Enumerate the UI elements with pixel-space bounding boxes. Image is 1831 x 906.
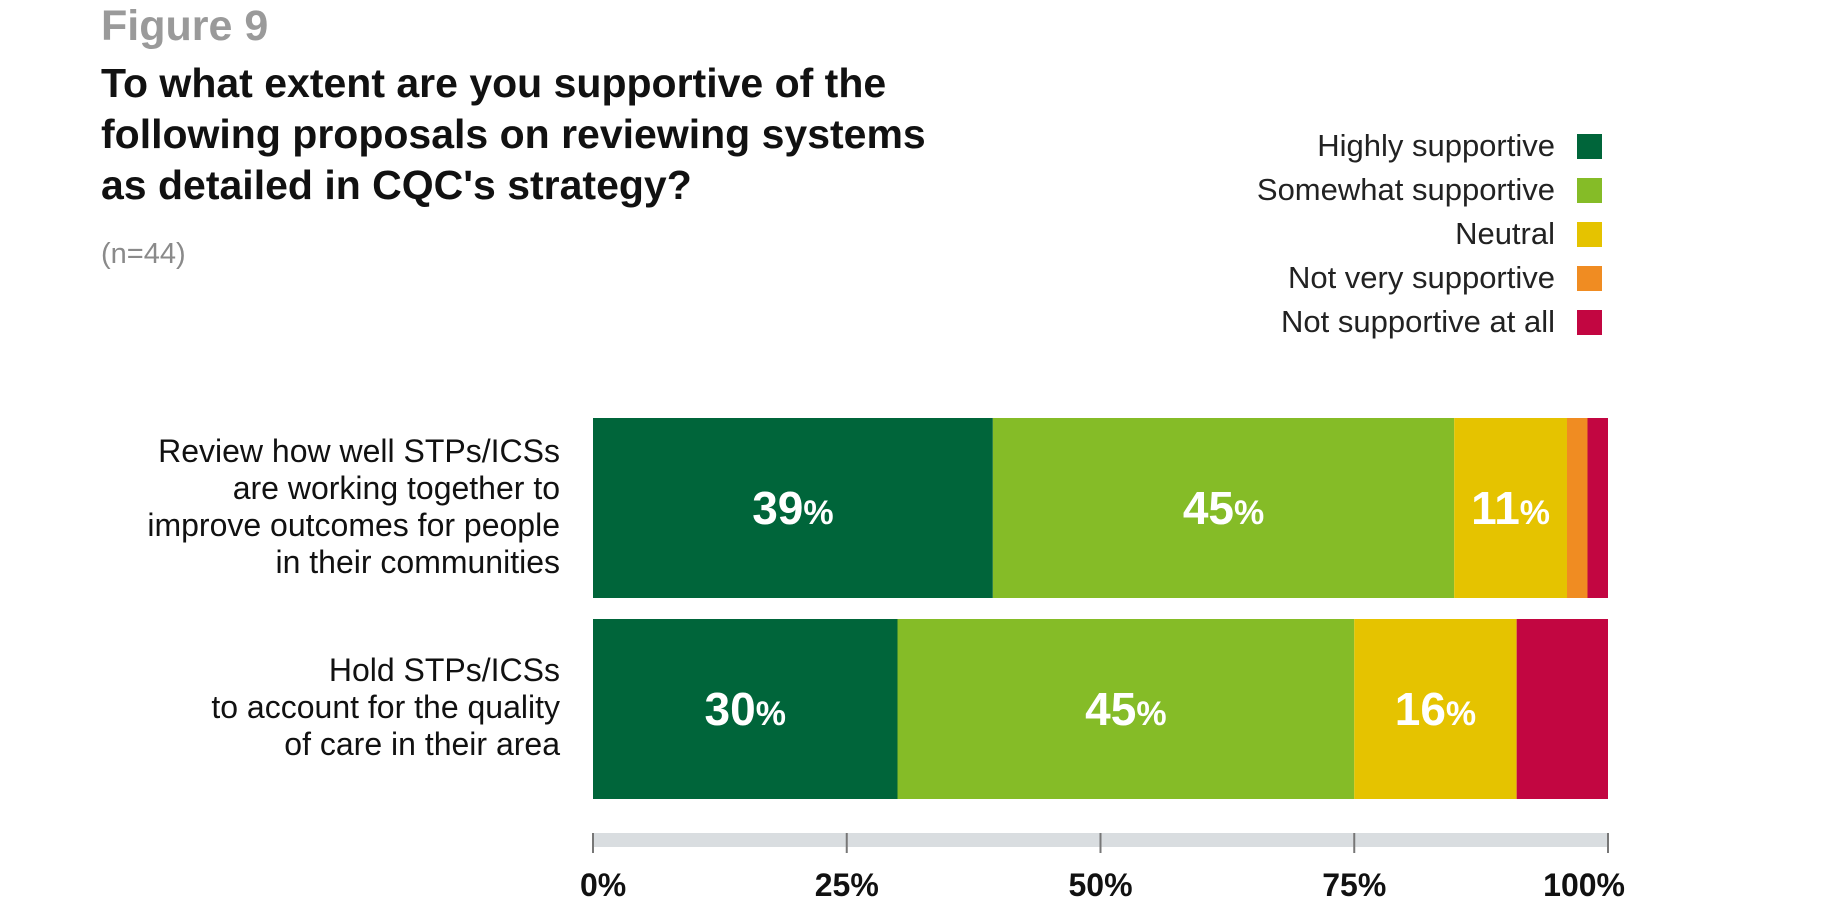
bar-segment: [1566, 418, 1588, 598]
data-label: 39%: [752, 482, 833, 534]
x-tick-label: 25%: [815, 867, 879, 903]
title-line: as detailed in CQC's strategy?: [101, 162, 692, 208]
bar-segment: [593, 418, 993, 598]
x-tick-label: 75%: [1322, 867, 1386, 903]
legend-label: Neutral: [1455, 216, 1555, 251]
data-label: 11%: [1471, 482, 1550, 534]
legend-swatch: [1577, 265, 1602, 291]
data-label: 30%: [705, 683, 786, 735]
legend-swatch: [1577, 221, 1602, 247]
legend-item: Neutral: [1257, 212, 1602, 256]
legend-swatch: [1577, 177, 1602, 203]
legend-label: Somewhat supportive: [1256, 172, 1555, 207]
legend-item: Highly supportive: [1257, 124, 1602, 168]
bar-segment: [1516, 619, 1608, 799]
legend-label: Not supportive at all: [1281, 304, 1555, 339]
x-tick-label: 50%: [1068, 867, 1132, 903]
category-label-line: improve outcomes for people: [147, 507, 560, 543]
legend-swatch: [1577, 133, 1602, 159]
title-line: To what extent are you supportive of the: [101, 60, 887, 106]
legend-swatch: [1577, 309, 1602, 335]
category-label-line: to account for the quality: [211, 689, 560, 725]
bar-segment: [1587, 418, 1608, 598]
category-label-line: of care in their area: [284, 726, 560, 762]
figure-label: Figure 9: [101, 2, 269, 50]
category-label-line: in their communities: [275, 544, 560, 580]
x-tick-label: 0%: [580, 867, 626, 903]
sample-size: (n=44): [101, 238, 186, 270]
legend: Highly supportive Somewhat supportive Ne…: [1257, 124, 1602, 344]
legend-label: Highly supportive: [1317, 128, 1555, 163]
category-label-line: are working together to: [232, 470, 560, 506]
bar-segment: [992, 418, 1455, 598]
category-label-line: Hold STPs/ICSs: [328, 652, 560, 688]
title-line: following proposals on reviewing systems: [101, 111, 926, 157]
data-label: 45%: [1085, 683, 1166, 735]
chart-title: To what extent are you supportive of the…: [101, 58, 1001, 211]
bar-segment: [1354, 619, 1517, 799]
bar-segment: [897, 619, 1355, 799]
legend-item: Somewhat supportive: [1257, 168, 1602, 212]
category-label: Hold STPs/ICSs to account for the qualit…: [211, 652, 560, 763]
bar-segment: [1454, 418, 1567, 598]
x-tick-label: 100%: [1543, 867, 1625, 903]
bar-segment: [593, 619, 898, 799]
legend-item: Not very supportive: [1257, 256, 1602, 300]
legend-item: Not supportive at all: [1257, 300, 1602, 344]
legend-label: Not very supportive: [1287, 260, 1555, 295]
category-label-line: Review how well STPs/ICSs: [158, 433, 560, 469]
data-label: 16%: [1395, 683, 1476, 735]
data-label: 45%: [1183, 482, 1264, 534]
category-label: Review how well STPs/ICSs are working to…: [147, 433, 560, 581]
